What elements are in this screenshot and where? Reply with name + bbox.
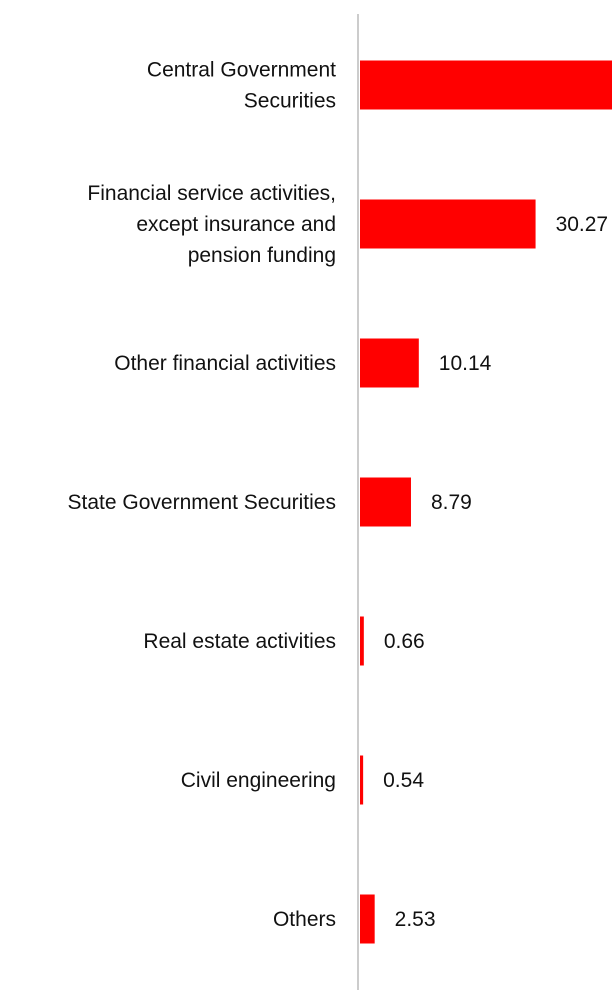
value-label-3: 8.79 [431,491,472,514]
value-label-2: 10.14 [439,352,492,375]
category-label-line: Others [273,908,336,931]
category-label-0: Central Government Securities [147,59,336,113]
bar-3 [360,477,411,527]
bar-5 [360,755,364,805]
bar-0 [360,60,612,110]
category-label-line: Civil engineering [181,769,336,792]
category-label-line: Securities [244,90,336,113]
value-label-6: 2.53 [395,908,436,931]
category-label-line: except insurance and [136,213,336,236]
category-label-line: Financial service activities, [87,182,336,205]
bar-2 [360,338,419,388]
category-label-3: State Government Securities [68,491,336,514]
category-label-5: Civil engineering [181,769,336,792]
value-label-1: 30.27 [556,213,609,236]
value-label-4: 0.66 [384,630,425,653]
labels-layer: Central GovernmentSecurities47.08Financi… [68,59,609,932]
category-label-line: Central Government [147,59,336,82]
value-label-5: 0.54 [383,769,424,792]
category-label-line: State Government Securities [68,491,336,514]
category-label-2: Other financial activities [114,352,336,375]
category-label-6: Others [273,908,336,931]
category-label-1: Financial service activities, except insu… [87,182,336,267]
category-label-line: Other financial activities [114,352,336,375]
bar-1 [360,199,536,249]
bar-4 [360,616,364,666]
category-label-line: Real estate activities [143,630,336,653]
bars-layer [360,60,612,944]
category-label-4: Real estate activities [143,630,336,653]
bar-6 [360,894,375,944]
category-label-line: pension funding [188,244,336,267]
